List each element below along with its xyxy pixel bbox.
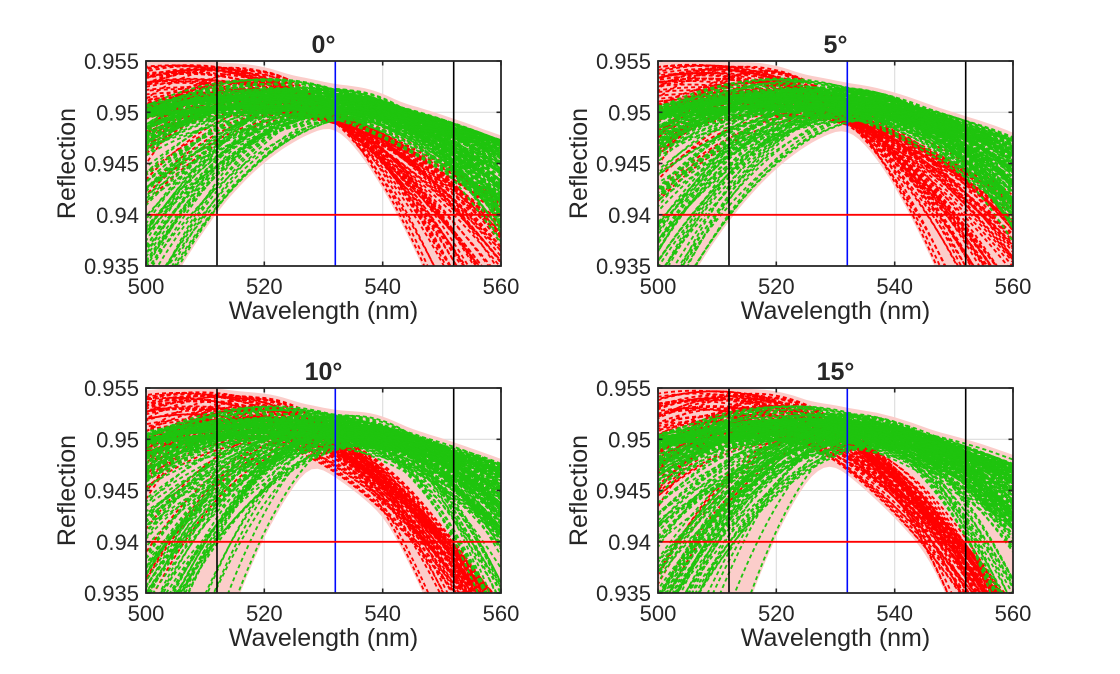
svg-text:0.945: 0.945 [596,152,651,177]
svg-text:540: 540 [364,274,401,299]
svg-text:5°: 5° [824,31,848,59]
svg-text:Reflection: Reflection [53,108,81,219]
svg-text:0.935: 0.935 [84,254,139,279]
svg-text:Reflection: Reflection [53,435,81,546]
svg-text:540: 540 [876,601,913,626]
svg-text:520: 520 [758,274,795,299]
svg-text:0.95: 0.95 [96,428,139,453]
svg-text:Wavelength (nm): Wavelength (nm) [741,297,930,325]
svg-text:0.935: 0.935 [596,581,651,606]
svg-text:0.95: 0.95 [96,101,139,126]
svg-text:520: 520 [758,601,795,626]
svg-text:540: 540 [876,274,913,299]
svg-text:540: 540 [364,601,401,626]
svg-text:500: 500 [128,274,165,299]
svg-text:0.955: 0.955 [84,376,139,401]
svg-text:10°: 10° [305,358,343,386]
svg-text:0.935: 0.935 [84,581,139,606]
svg-text:Reflection: Reflection [565,108,593,219]
svg-text:0.95: 0.95 [608,428,651,453]
svg-text:Reflection: Reflection [565,435,593,546]
svg-text:500: 500 [640,274,677,299]
svg-text:560: 560 [995,601,1032,626]
svg-text:0.94: 0.94 [96,203,139,228]
svg-text:Wavelength (nm): Wavelength (nm) [229,624,418,652]
svg-text:0.945: 0.945 [84,479,139,504]
svg-text:500: 500 [640,601,677,626]
svg-text:Wavelength (nm): Wavelength (nm) [229,297,418,325]
svg-text:0.94: 0.94 [608,203,651,228]
svg-text:560: 560 [995,274,1032,299]
svg-text:0.95: 0.95 [608,101,651,126]
svg-text:Wavelength (nm): Wavelength (nm) [741,624,930,652]
svg-text:0.955: 0.955 [84,49,139,74]
svg-text:0.94: 0.94 [96,530,139,555]
svg-text:0.945: 0.945 [596,479,651,504]
svg-text:500: 500 [128,601,165,626]
svg-text:520: 520 [246,601,283,626]
svg-text:560: 560 [483,274,520,299]
svg-text:0.935: 0.935 [596,254,651,279]
svg-text:0.955: 0.955 [596,376,651,401]
svg-text:15°: 15° [817,358,855,386]
svg-text:0.945: 0.945 [84,152,139,177]
svg-text:0.94: 0.94 [608,530,651,555]
svg-text:520: 520 [246,274,283,299]
svg-text:560: 560 [483,601,520,626]
svg-text:0.955: 0.955 [596,49,651,74]
svg-text:0°: 0° [312,31,336,59]
